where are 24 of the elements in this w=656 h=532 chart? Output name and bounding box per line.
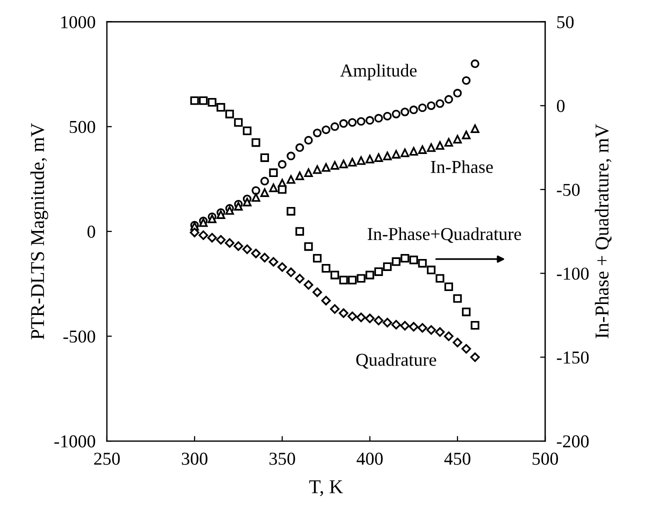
series-label: In-Phase+Quadrature [368, 227, 522, 243]
y2-tick-label: -200 [556, 435, 589, 448]
x-tick-label: 350 [270, 452, 296, 465]
y2-tick-label: -150 [556, 351, 589, 364]
y2-axis-title: In-Phase + Quadrature, mV [594, 124, 612, 338]
y-tick-label: 0 [87, 226, 96, 238]
y-tick-label: -500 [63, 330, 96, 343]
x-tick-label: 500 [532, 452, 558, 465]
y2-tick-label: -100 [556, 268, 589, 280]
x-tick-label: 400 [356, 452, 383, 465]
y-tick-label: 500 [70, 120, 96, 134]
y2-tick-label: -50 [556, 184, 580, 196]
series-label: Quadrature [356, 353, 436, 369]
x-tick-label: 450 [444, 452, 470, 465]
y-axis-title: PTR-DLTS Magnitude, mV [30, 123, 48, 340]
x-tick-label: 250 [94, 452, 120, 465]
y-tick-label: 1000 [61, 16, 96, 28]
y-tick-label: -1000 [54, 435, 96, 448]
series-label: In-Phase [430, 160, 493, 174]
x-axis-title: T, K [309, 480, 343, 496]
y2-tick-label: 50 [557, 16, 574, 28]
y2-tick-label: 0 [556, 100, 565, 112]
x-tick-label: 300 [182, 452, 208, 465]
series-label: Amplitude [340, 64, 417, 80]
